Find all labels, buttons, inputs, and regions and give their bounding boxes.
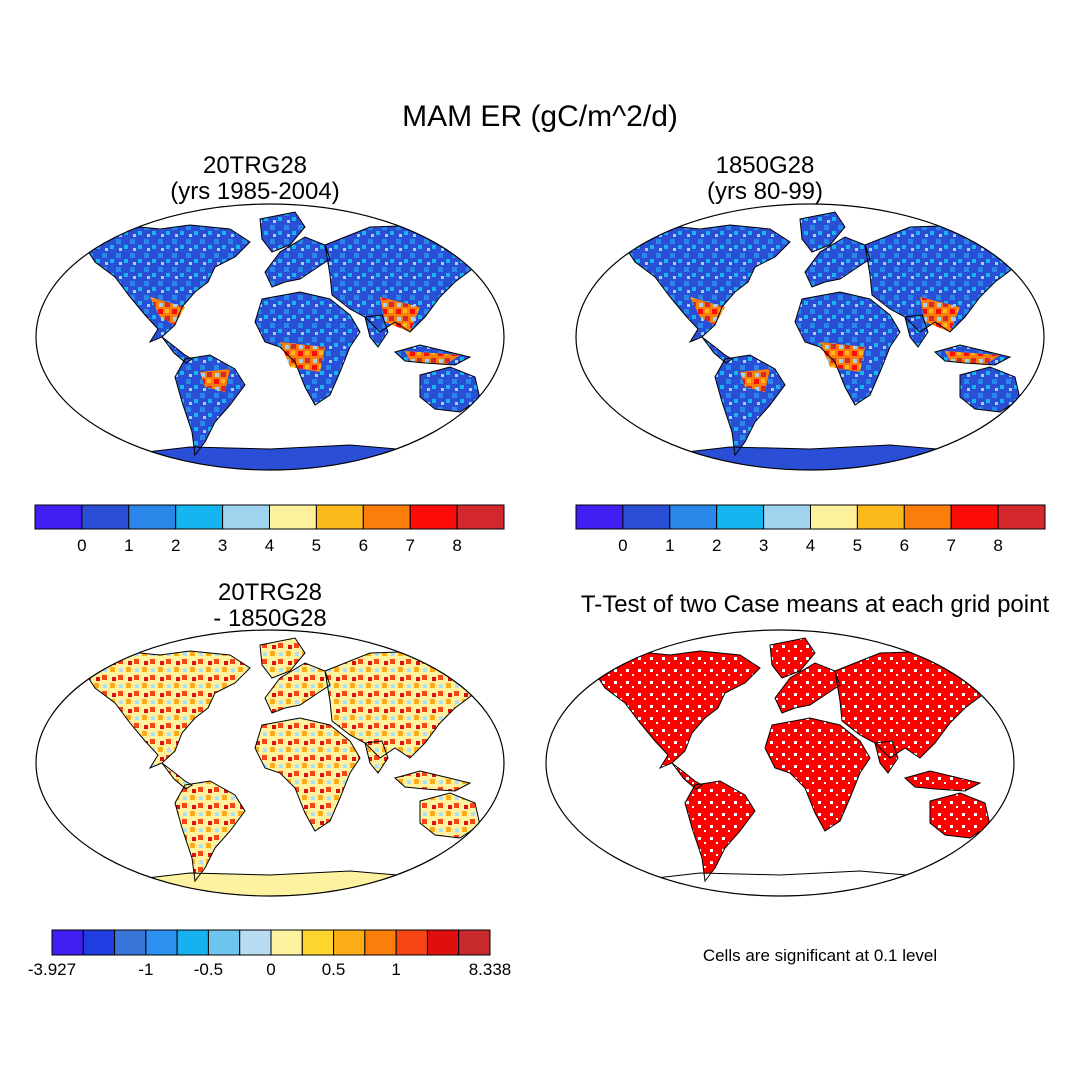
- colorbar-tick-label: 4: [806, 536, 815, 555]
- colorbar-box: [669, 504, 718, 530]
- colorbar-tick-label: 7: [946, 536, 955, 555]
- colorbar-tick-label: -3.927: [28, 960, 76, 979]
- panel-title-line1: 1850G28: [715, 152, 815, 179]
- colorbar-tick-label: 0: [618, 536, 627, 555]
- colorbar-box: [950, 504, 999, 530]
- colorbar-tick-label: 8: [993, 536, 1002, 555]
- colorbar-tick-label: 6: [900, 536, 909, 555]
- colorbar-20trg28: 0 1 2 3 4 5 6 7 8: [34, 504, 505, 555]
- map-outline: [575, 203, 1045, 471]
- colorbar-box: [207, 929, 241, 956]
- colorbar-tick-label: 7: [405, 536, 414, 555]
- map-panel-20trg28: [35, 203, 505, 471]
- colorbar-tick-label: 3: [218, 536, 227, 555]
- colorbar-box: [81, 504, 130, 530]
- colorbar-box: [362, 504, 411, 530]
- colorbar-box: [997, 504, 1046, 530]
- map-outline: [545, 629, 1015, 897]
- colorbar-box: [810, 504, 858, 530]
- colorbar-box: [222, 504, 271, 530]
- colorbar-tick-label: 2: [171, 536, 180, 555]
- figure-title: MAM ER (gC/m^2/d): [402, 100, 678, 133]
- colorbar-tick-label: 3: [759, 536, 768, 555]
- colorbar-box: [82, 929, 116, 956]
- colorbar-box: [716, 504, 765, 530]
- panel-title-line2: - 1850G28: [213, 605, 327, 632]
- colorbar-tick-label: 6: [359, 536, 368, 555]
- panel-title-ttest: T-Test of two Case means at each grid po…: [580, 591, 1050, 618]
- colorbar-box: [269, 504, 317, 530]
- map-outline: [35, 203, 505, 471]
- colorbar-box: [903, 504, 952, 530]
- map-panel-ttest: [545, 629, 1015, 897]
- colorbar-box: [426, 929, 460, 956]
- colorbar-box: [114, 929, 147, 956]
- colorbar-tick-label: 8: [452, 536, 461, 555]
- colorbar-box: [128, 504, 177, 530]
- colorbar-tick-label: 0: [77, 536, 86, 555]
- colorbar-tick-label: 1: [124, 536, 133, 555]
- colorbar-box: [51, 929, 84, 956]
- colorbar-tick-label: 1: [391, 960, 400, 979]
- colorbar-tick-label: 2: [712, 536, 721, 555]
- panel-title-line1: 20TRG28: [202, 152, 308, 179]
- panel-title-20trg28: 20TRG28 (yrs 1985-2004): [105, 153, 405, 205]
- colorbar-box: [315, 504, 364, 530]
- colorbar-box: [456, 504, 505, 530]
- colorbar-box: [364, 929, 397, 956]
- panel-title-line2: (yrs 80-99): [706, 178, 824, 205]
- colorbar-tick-label: 8.338: [469, 960, 512, 979]
- colorbar-tick-label: 1: [665, 536, 674, 555]
- map-outline: [35, 629, 505, 897]
- colorbar-box: [145, 929, 178, 956]
- colorbar-tick-label: 0: [266, 960, 275, 979]
- colorbar-tick-label: -1: [138, 960, 153, 979]
- colorbar-tick-label: -0.5: [194, 960, 223, 979]
- colorbar-box: [409, 504, 458, 530]
- colorbar-box: [176, 929, 209, 956]
- colorbar-difference: -3.927 -1 -0.5 0 0.5 1 8.338: [28, 929, 512, 979]
- panel-title-line1: 20TRG28: [217, 579, 323, 606]
- colorbar-box: [270, 929, 303, 956]
- colorbar-box: [34, 504, 83, 530]
- colorbar-tick-label: 0.5: [322, 960, 346, 979]
- colorbar-box: [763, 504, 811, 530]
- panel-title-difference: 20TRG28 - 1850G28: [120, 580, 420, 632]
- colorbar-box: [239, 929, 272, 956]
- colorbar-1850g28: 0 1 2 3 4 5 6 7 8: [575, 504, 1046, 555]
- colorbar-box: [458, 929, 491, 956]
- colorbar-box: [301, 929, 335, 956]
- colorbar-box: [175, 504, 224, 530]
- panel-title-1850g28: 1850G28 (yrs 80-99): [615, 153, 915, 205]
- map-panel-difference: [35, 629, 505, 897]
- colorbar-tick-label: 5: [312, 536, 321, 555]
- colorbar-box: [575, 504, 624, 530]
- colorbar-tick-label: 5: [853, 536, 862, 555]
- map-panel-1850g28: [575, 203, 1045, 471]
- colorbar-box: [622, 504, 671, 530]
- panel-title-line2: (yrs 1985-2004): [170, 178, 340, 205]
- significance-note: Cells are significant at 0.1 level: [702, 946, 938, 965]
- colorbar-box: [856, 504, 905, 530]
- colorbar-box: [333, 929, 366, 956]
- colorbar-tick-label: 4: [265, 536, 274, 555]
- colorbar-box: [395, 929, 428, 956]
